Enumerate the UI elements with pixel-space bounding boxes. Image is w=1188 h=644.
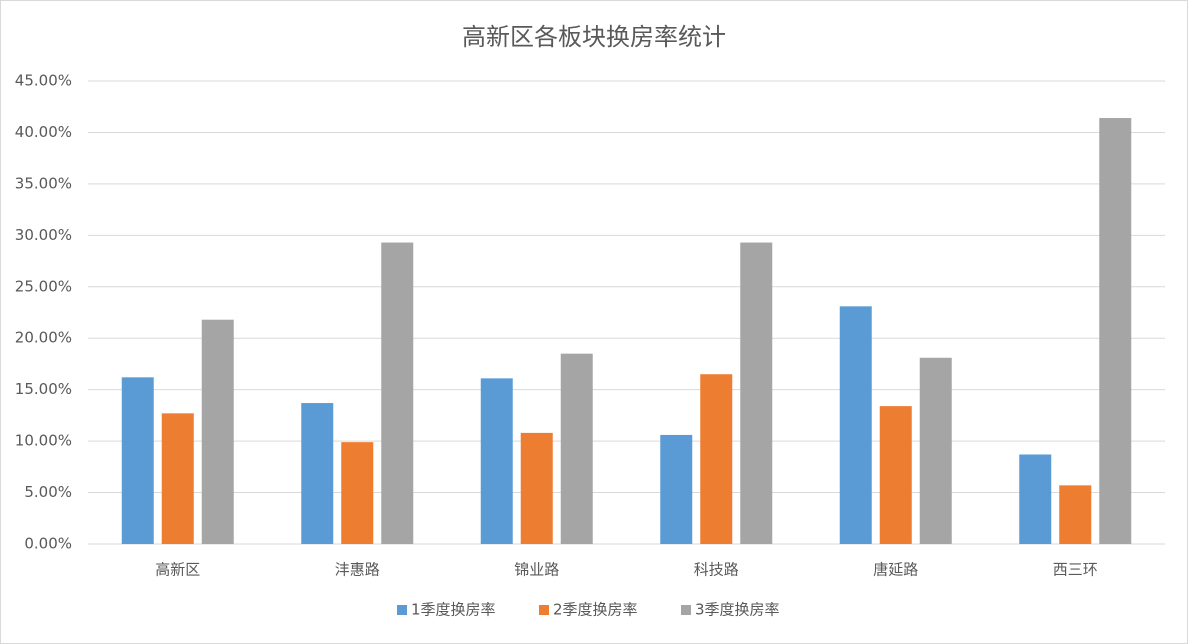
y-tick-label: 15.00% — [15, 380, 72, 398]
bar — [381, 242, 414, 544]
legend-swatch — [397, 605, 407, 615]
x-tick-label: 沣惠路 — [335, 561, 380, 579]
x-tick-label: 高新区 — [155, 561, 200, 579]
bar — [660, 434, 693, 544]
y-tick-label: 45.00% — [15, 72, 72, 90]
y-tick-label: 0.00% — [24, 535, 72, 553]
y-tick-label: 5.00% — [24, 483, 72, 501]
bar — [341, 442, 374, 544]
bar — [1059, 485, 1092, 544]
legend-label: 3季度换房率 — [695, 601, 780, 619]
y-tick-label: 10.00% — [15, 432, 72, 450]
y-tick-label: 20.00% — [15, 329, 72, 347]
y-tick-label: 30.00% — [15, 226, 72, 244]
chart-title: 高新区各板块换房率统计 — [462, 23, 726, 51]
bar — [919, 357, 952, 544]
bar — [520, 432, 553, 544]
bar — [560, 353, 593, 544]
legend-label: 2季度换房率 — [553, 601, 638, 619]
bar — [700, 374, 733, 544]
bar — [201, 319, 234, 544]
y-tick-label: 25.00% — [15, 277, 72, 295]
bar — [301, 403, 334, 544]
legend-swatch — [681, 605, 691, 615]
bar — [1019, 454, 1052, 544]
x-tick-label: 科技路 — [694, 561, 739, 579]
bar — [480, 378, 513, 544]
x-tick-label: 西三环 — [1053, 561, 1098, 579]
y-tick-label: 40.00% — [15, 123, 72, 141]
x-tick-label: 唐延路 — [873, 561, 918, 579]
x-tick-label: 锦业路 — [514, 561, 559, 579]
bar — [879, 406, 912, 544]
bar — [740, 242, 773, 544]
legend-swatch — [539, 605, 549, 615]
y-tick-label: 35.00% — [15, 174, 72, 192]
bar — [1099, 118, 1132, 544]
bar — [121, 377, 154, 544]
bar — [839, 306, 872, 544]
bar — [161, 413, 194, 544]
legend-label: 1季度换房率 — [411, 601, 496, 619]
